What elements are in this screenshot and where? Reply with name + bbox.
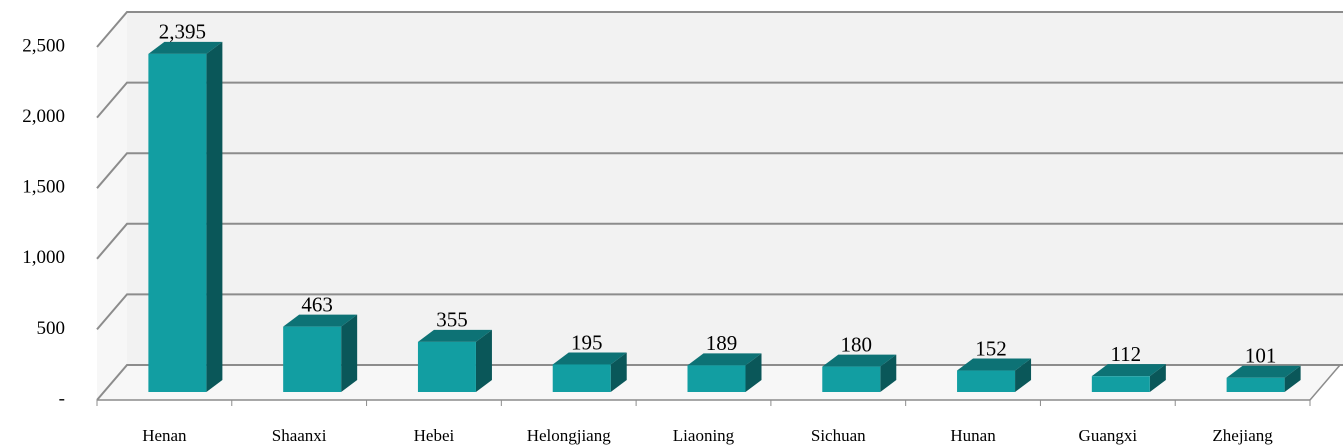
value-label: 463 — [301, 292, 333, 316]
x-tick-label: Sichuan — [811, 426, 866, 445]
bar-front — [148, 53, 207, 393]
y-tick-label: - — [59, 388, 65, 409]
back-wall — [127, 12, 1343, 365]
bar-front — [552, 364, 611, 392]
grid-line — [96, 81, 1343, 119]
y-tick-label: 1,500 — [22, 177, 65, 198]
value-label: 189 — [706, 331, 738, 355]
y-tick-label: 500 — [37, 318, 66, 339]
bar — [1091, 364, 1166, 392]
bar-front — [283, 326, 342, 392]
bar-top — [687, 353, 762, 366]
bar-top — [552, 352, 627, 365]
bar-front — [822, 366, 881, 392]
y-tick-label: 1,000 — [22, 247, 65, 268]
x-tick-label: Hunan — [950, 426, 996, 445]
bar — [552, 352, 627, 392]
value-label: 180 — [841, 332, 873, 356]
bar — [283, 314, 358, 392]
bar-side — [1149, 364, 1166, 392]
x-tick-label: Shaanxi — [272, 426, 327, 445]
grid-line — [96, 11, 1343, 48]
bar — [1226, 365, 1301, 392]
y-tick-label: 2,500 — [22, 35, 65, 56]
value-label: 112 — [1110, 342, 1141, 366]
bar-top — [1091, 364, 1166, 377]
bar-top — [1226, 365, 1301, 378]
x-tick-label: Guangxi — [1079, 426, 1138, 445]
side-wall — [97, 12, 127, 400]
value-label: 355 — [436, 308, 468, 332]
grid-line — [96, 293, 1343, 331]
value-label: 101 — [1245, 344, 1277, 368]
bar-top — [822, 354, 897, 367]
bar-side — [610, 352, 627, 392]
bar — [957, 358, 1032, 392]
bar-side — [1284, 365, 1301, 392]
bar — [822, 354, 897, 392]
bar-side — [475, 329, 492, 392]
value-label: 2,395 — [159, 20, 206, 44]
bar-top — [417, 329, 492, 342]
bar — [687, 353, 762, 392]
x-tick-label: Henan — [142, 426, 187, 445]
bar-front — [1226, 377, 1285, 392]
bar-side — [745, 353, 762, 392]
value-label: 195 — [571, 330, 603, 354]
y-tick-label: 2,000 — [22, 106, 65, 127]
bar-front — [417, 341, 476, 392]
x-tick-label: Helongjiang — [527, 426, 612, 445]
bar-front — [687, 365, 746, 392]
bar-top — [957, 358, 1032, 371]
bar-side — [341, 314, 358, 392]
bar-front — [1091, 376, 1150, 392]
value-label: 152 — [975, 336, 1007, 360]
bar-top — [283, 314, 358, 327]
bar-side — [880, 354, 897, 392]
grid-line — [96, 152, 1343, 189]
x-tick-label: Zhejiang — [1212, 426, 1273, 445]
grid-line — [96, 222, 1343, 260]
grid-line — [96, 364, 1343, 401]
bar — [417, 329, 492, 392]
bar-top — [148, 41, 223, 54]
bar-front — [957, 370, 1016, 392]
bar-side — [1015, 358, 1032, 392]
x-tick-label: Hebei — [414, 426, 455, 445]
bar — [148, 41, 223, 393]
floor-edge — [1309, 364, 1341, 401]
bar-side — [206, 41, 223, 393]
x-tick-label: Liaoning — [673, 426, 735, 445]
